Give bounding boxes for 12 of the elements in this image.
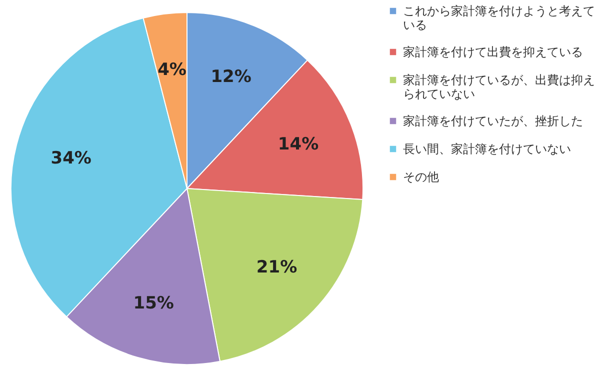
data-label: 15% <box>133 293 174 314</box>
data-label: 12% <box>210 67 252 88</box>
legend-label: 家計簿を付けて出費を抑えている <box>403 45 583 59</box>
legend-label: 長い間、家計簿を付けていない <box>403 142 571 156</box>
legend-label: 家計簿を付けているが、出費は抑えられていない <box>403 73 595 101</box>
data-label: 14% <box>278 134 319 154</box>
legend-label: これから家計簿を付けようと考えている <box>403 4 595 32</box>
data-label: 34% <box>50 148 92 169</box>
legend-label: その他 <box>403 170 439 184</box>
legend-label: 家計簿を付けていたが、挫折した <box>403 114 583 128</box>
data-label: 4% <box>158 60 186 80</box>
data-label: 21% <box>256 258 298 278</box>
